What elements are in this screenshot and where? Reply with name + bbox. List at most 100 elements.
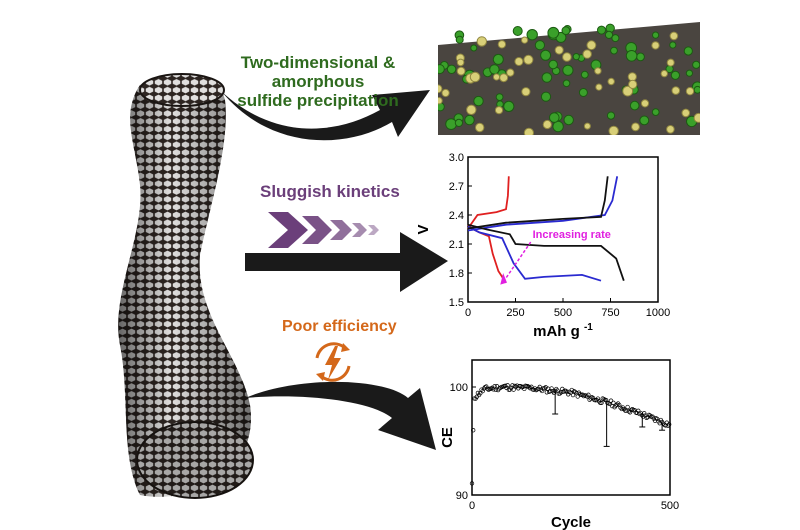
sulfur-atom	[685, 69, 693, 77]
lithium-atom	[523, 127, 534, 135]
lithium-atom	[476, 36, 487, 47]
sulfur-atom	[526, 29, 538, 41]
lithium-atom	[441, 88, 450, 98]
y-tick-label: 100	[450, 382, 468, 394]
lithium-atom	[666, 58, 675, 67]
lithium-atom	[456, 58, 465, 67]
sulfur-atom	[597, 25, 606, 35]
sulfur-atom	[580, 70, 589, 79]
sulfur-atom	[489, 64, 500, 75]
sulfur-atom	[572, 53, 580, 61]
series-0-discharge	[467, 224, 507, 284]
rate-annotation: Increasing rate	[533, 229, 611, 241]
y-tick-label: 1.8	[449, 268, 464, 280]
ce-point	[624, 408, 629, 413]
y-axis-label: V	[415, 224, 432, 234]
kinetics-label: Sluggish kinetics	[260, 182, 400, 201]
lithium-atom	[660, 69, 669, 78]
coulombic-efficiency-chart: 0 500 90 100 Cycle CE	[439, 359, 679, 530]
x-tick-label: 500	[661, 500, 679, 512]
ce-point	[526, 385, 532, 390]
ce-point	[608, 398, 614, 403]
lithium-atom	[469, 71, 481, 83]
sulfur-atom	[629, 100, 640, 111]
lithium-atom	[631, 122, 640, 132]
x-tick-label: 0	[469, 500, 475, 512]
ce-point	[544, 390, 549, 395]
ce-point	[627, 410, 633, 415]
lithium-atom	[651, 41, 660, 50]
lightning-cycle-icon	[315, 342, 351, 382]
x-tick-label: 0	[465, 307, 471, 319]
sulfur-atom	[473, 95, 484, 107]
ce-point	[587, 397, 592, 402]
x-tick-label: 1000	[646, 307, 670, 319]
ce-point	[539, 388, 545, 394]
y-axis-label: CE	[439, 427, 456, 448]
x-tick-label: 250	[506, 307, 524, 319]
lithium-atom	[438, 84, 443, 94]
ce-point	[494, 384, 500, 389]
ce-point	[493, 387, 498, 393]
lithium-atom	[521, 36, 529, 44]
y-tick-label: 3.0	[449, 152, 464, 164]
ce-point	[486, 387, 491, 392]
sulfur-atom	[670, 70, 680, 80]
lithium-atom	[456, 66, 466, 76]
ce-point	[637, 411, 642, 417]
lithium-atom	[693, 112, 700, 123]
lithium-atom	[521, 87, 531, 97]
lithium-atom	[595, 83, 603, 91]
ce-point	[471, 428, 476, 433]
rate-arrow	[503, 241, 532, 282]
sulfur-atom	[495, 93, 504, 101]
lithium-atom	[514, 57, 524, 66]
series-1-discharge	[467, 225, 602, 282]
arrow-to-voltage-chart	[245, 232, 448, 292]
ce-point	[630, 407, 635, 412]
rate-arrow-head	[500, 273, 507, 285]
x-axis-label: Cycle	[551, 514, 591, 530]
lithium-atom	[475, 122, 485, 133]
ce-point	[505, 383, 510, 388]
sulfur-atom	[549, 112, 560, 123]
voltage-capacity-chart: 0 250 500 750 1000 1.5 1.8 2.1 2.4 2.7 3.0 mAh g -1…	[415, 152, 670, 340]
y-tick-label: 90	[456, 490, 468, 502]
x-axis-label-superscript: -1	[584, 322, 593, 333]
ce-point	[614, 402, 620, 407]
sulfur-atom	[611, 34, 620, 43]
precipitation-label-line3: sulfide precipitation	[237, 91, 399, 110]
lithium-atom	[640, 99, 650, 108]
sulfur-atom	[534, 40, 546, 51]
sulfur-atom	[438, 64, 445, 75]
sulfur-atom	[693, 85, 700, 94]
sulfur-atom	[470, 44, 478, 52]
ce-point	[492, 384, 497, 389]
lithium-atom	[627, 72, 637, 82]
lithium-atom	[671, 86, 681, 95]
series-2-discharge	[467, 223, 625, 281]
lithium-atom	[562, 52, 572, 62]
efficiency-label: Poor efficiency	[282, 318, 397, 335]
sulfur-atom	[540, 91, 552, 102]
ce-point	[625, 404, 630, 410]
sulfur-atom	[604, 30, 614, 40]
sulfur-atom	[512, 26, 523, 36]
lithium-atom	[582, 49, 592, 59]
precipitation-label-line1: Two-dimensional &	[240, 53, 396, 72]
sulfur-atom	[561, 26, 571, 36]
ce-point	[480, 388, 485, 394]
lithium-atom	[607, 77, 615, 86]
ce-point	[537, 384, 542, 390]
sulfur-atom	[563, 114, 574, 126]
sulfur-atom	[492, 53, 504, 65]
sulfur-atom	[606, 111, 616, 120]
y-tick-label: 1.5	[449, 297, 464, 309]
lithium-atom	[499, 73, 509, 83]
ce-point	[475, 390, 481, 396]
ce-point	[568, 390, 573, 395]
sulfur-atom	[541, 72, 553, 83]
ce-point	[511, 387, 516, 392]
ce-point	[617, 402, 622, 408]
